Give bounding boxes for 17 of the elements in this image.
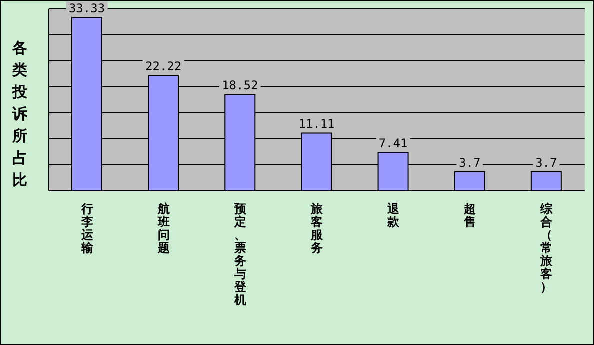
data-label: 22.22 xyxy=(146,59,182,74)
x-tick-label: 综合（常旅客） xyxy=(540,202,554,294)
data-label: 18.52 xyxy=(222,78,258,93)
y-axis-title: 各类投诉所占比 xyxy=(11,38,28,191)
data-label: 7.41 xyxy=(378,136,408,150)
x-tick-label: 行李运输 xyxy=(80,202,94,255)
x-tick-label: 航班问题 xyxy=(156,202,170,255)
x-tick-label: 退款 xyxy=(386,202,401,229)
x-tick-label: 预定、票务与登机 xyxy=(233,202,248,307)
data-label: 3.7 xyxy=(459,156,481,170)
data-label: 3.7 xyxy=(536,156,558,170)
data-label: 33.33 xyxy=(68,2,106,16)
bar xyxy=(454,171,486,191)
x-tick-label: 旅客服务 xyxy=(310,202,324,255)
x-tick-label: 超售 xyxy=(463,202,476,229)
bar xyxy=(530,171,562,191)
data-label: 11.11 xyxy=(298,117,335,132)
